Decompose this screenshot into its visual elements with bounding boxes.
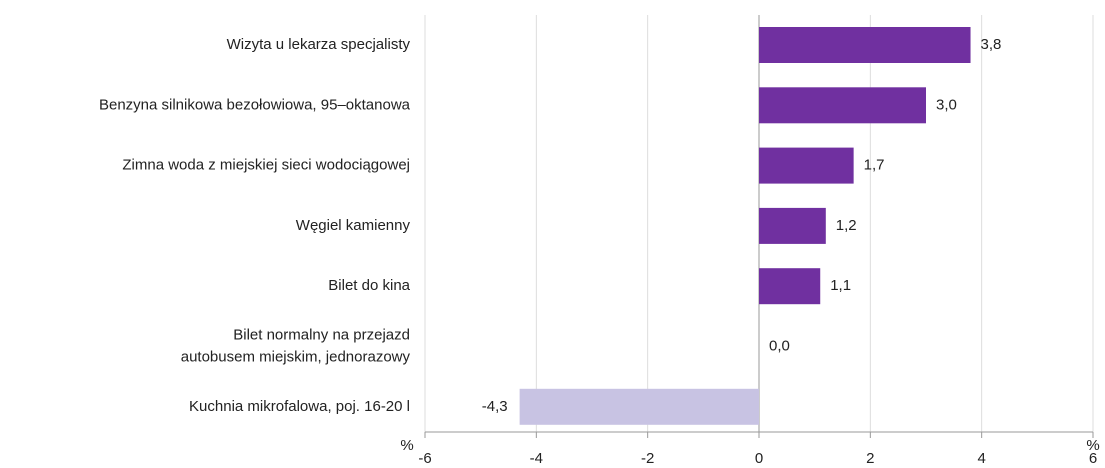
value-label: 3,0 <box>936 96 957 113</box>
value-label: -4,3 <box>482 398 508 415</box>
value-label: 3,8 <box>981 36 1002 53</box>
x-tick-label: -2 <box>641 450 654 467</box>
x-unit-label: % <box>400 437 413 454</box>
bar <box>759 27 971 63</box>
x-tick-label: 6 <box>1089 450 1097 467</box>
y-category-label: Węgiel kamienny <box>296 217 411 234</box>
y-category-label: Bilet do kina <box>328 277 410 294</box>
x-tick-label: -4 <box>530 450 543 467</box>
value-label: 0,0 <box>769 337 790 354</box>
bar <box>759 268 821 305</box>
value-label: 1,1 <box>830 277 851 294</box>
x-unit-label: % <box>1086 437 1099 454</box>
x-tick-label: -6 <box>418 450 431 467</box>
bar <box>519 388 759 425</box>
y-category-label: Benzyna silnikowa bezołowiowa, 95–oktano… <box>99 96 411 113</box>
bar <box>759 147 854 184</box>
x-tick-label: 4 <box>977 450 985 467</box>
value-label: 1,2 <box>836 217 857 234</box>
y-category-label: Wizyta u lekarza specjalisty <box>227 36 411 53</box>
value-label: 1,7 <box>864 157 885 174</box>
x-tick-label: 2 <box>866 450 874 467</box>
x-tick-label: 0 <box>755 450 763 467</box>
y-category-label: Kuchnia mikrofalowa, poj. 16-20 l <box>189 398 410 415</box>
y-category-label: Zimna woda z miejskiej sieci wodociągowe… <box>122 157 410 174</box>
bar <box>759 207 826 244</box>
y-category-label: Bilet normalny na przejazd autobusem miej… <box>181 326 411 365</box>
bar <box>759 87 926 124</box>
